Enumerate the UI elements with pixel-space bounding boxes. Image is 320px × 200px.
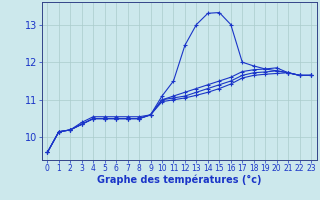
X-axis label: Graphe des températures (°c): Graphe des températures (°c) [97, 175, 261, 185]
